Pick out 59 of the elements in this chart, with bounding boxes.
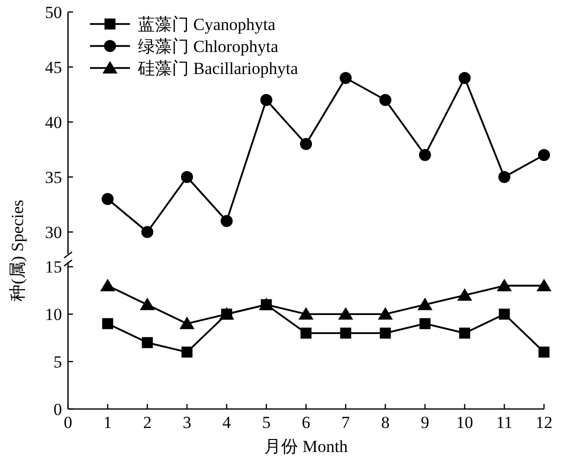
y-tick-label: 0 [54, 400, 62, 419]
x-tick-label: 9 [420, 413, 430, 432]
point [220, 215, 233, 227]
point [340, 328, 352, 339]
y-tick-label: 45 [45, 58, 62, 77]
legend-label: 绿藻门 Chlorophyta [138, 37, 279, 56]
point [459, 328, 470, 339]
point [378, 307, 393, 320]
x-tick-label: 4 [222, 413, 232, 432]
point [380, 328, 391, 339]
point [496, 278, 512, 292]
point [260, 299, 272, 310]
point [498, 171, 510, 183]
point [458, 72, 471, 84]
y-tick-label: 35 [45, 168, 62, 187]
x-tick-label: 6 [302, 413, 310, 432]
point [340, 72, 352, 84]
point [538, 149, 550, 161]
point [102, 193, 114, 205]
point [538, 346, 550, 358]
x-tick-label: 3 [182, 413, 192, 432]
point [300, 138, 312, 150]
point [419, 149, 431, 161]
x-axis-title: 月份 Month [264, 437, 348, 456]
x-tick-label: 8 [381, 413, 390, 432]
point [180, 316, 194, 330]
point [298, 307, 314, 320]
point [260, 94, 272, 106]
point [300, 328, 312, 339]
y-tick-label: 5 [54, 352, 62, 372]
point [141, 226, 154, 238]
point [142, 337, 153, 348]
point [457, 288, 472, 301]
legend-label: 蓝藻门 Cyanophyta [138, 15, 276, 34]
x-tick-label: 7 [341, 413, 350, 432]
point [100, 278, 116, 292]
point [182, 346, 192, 358]
y-tick-label: 10 [45, 305, 62, 324]
x-tick-label: 10 [456, 413, 474, 432]
legend-label: 硅藻门 Bacillariophyta [137, 59, 298, 78]
x-tick-label: 11 [496, 413, 513, 432]
y-tick-label: 40 [45, 113, 62, 132]
point [102, 318, 114, 330]
point [498, 308, 510, 320]
point [181, 171, 193, 183]
point [420, 318, 430, 330]
x-tick-label: 1 [103, 413, 112, 432]
y-tick-label: 30 [45, 223, 62, 242]
point [338, 307, 354, 320]
point [140, 298, 155, 310]
point [379, 94, 392, 106]
y-tick-label: 50 [45, 3, 62, 22]
x-tick-label: 5 [262, 413, 271, 432]
point [536, 278, 552, 292]
y-tick-label: 15 [45, 258, 62, 277]
x-tick-label: 12 [536, 413, 552, 432]
x-tick-label: 2 [143, 413, 152, 432]
y-axis-title: 种(属) Species [8, 200, 27, 302]
point [418, 298, 432, 310]
